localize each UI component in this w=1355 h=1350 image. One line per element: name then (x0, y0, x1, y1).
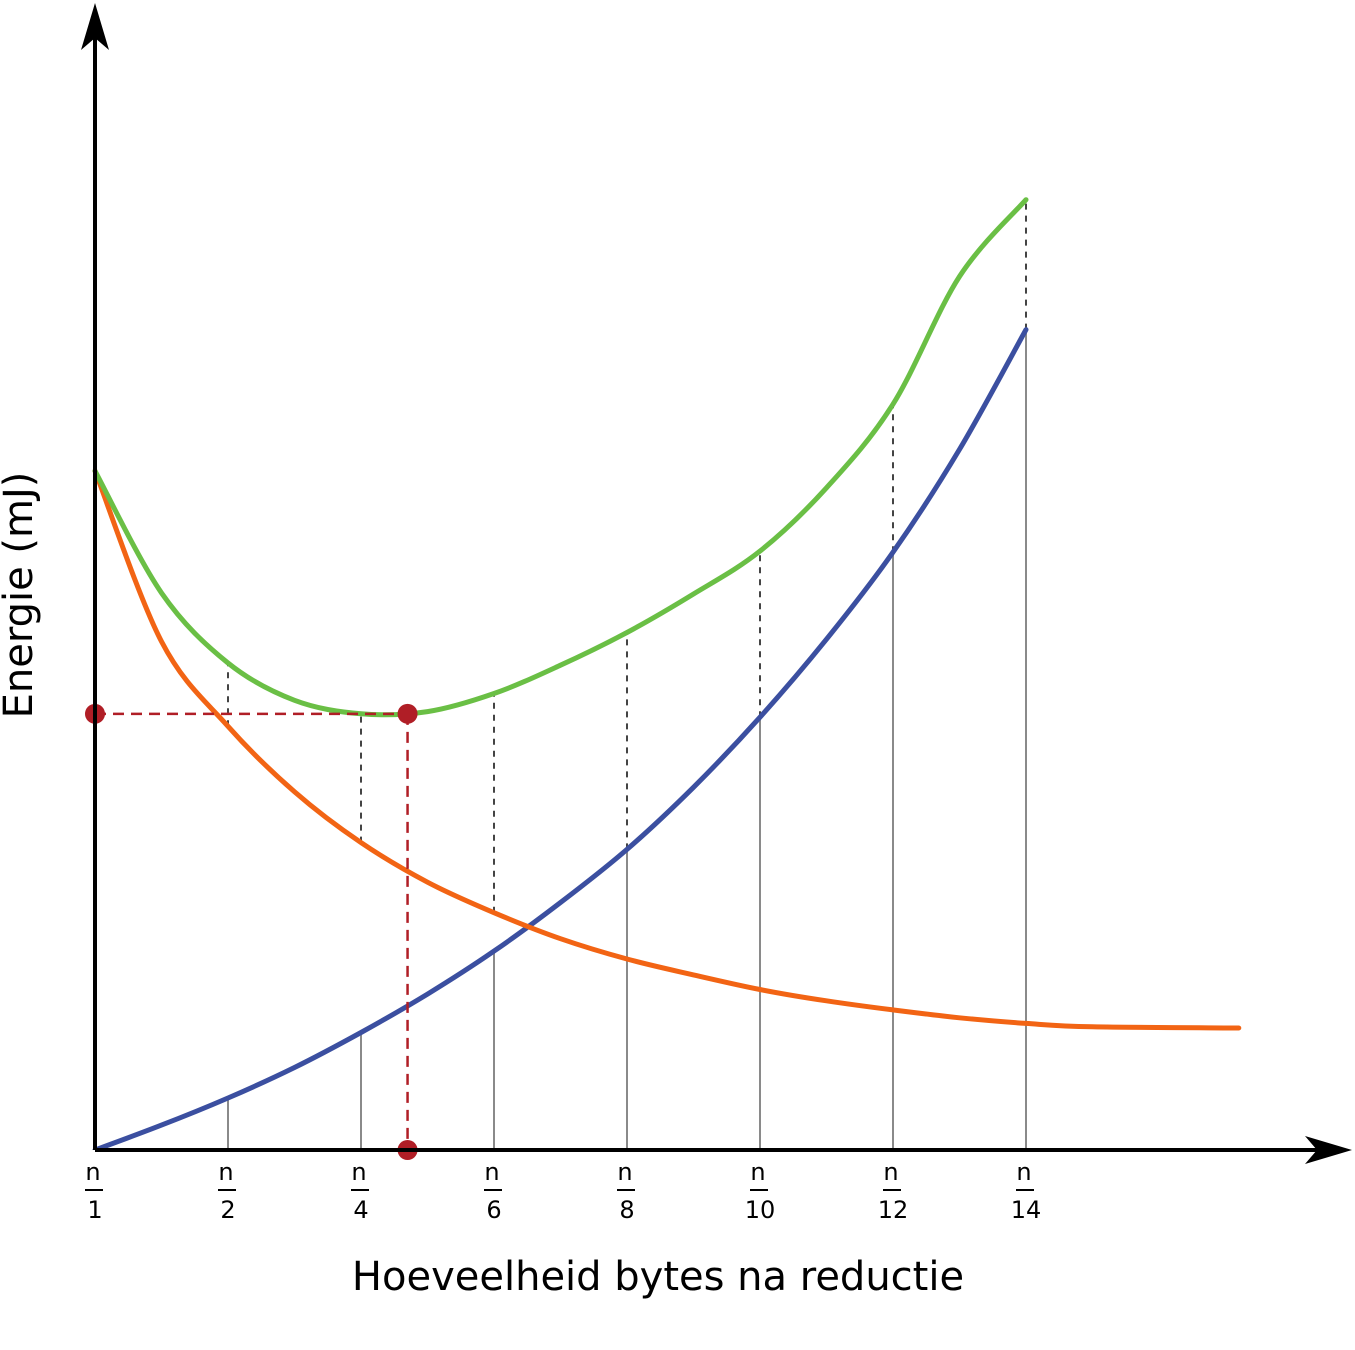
x-tick-denominator-4: 4 (353, 1196, 368, 1224)
y-axis-title: Energie (mJ) (0, 472, 42, 719)
x-tick-denominator-12: 12 (878, 1196, 909, 1224)
x-tick-denominator-10: 10 (745, 1196, 776, 1224)
x-tick-numerator-12: n (883, 1158, 898, 1186)
y-axis-arrow-icon (81, 3, 109, 50)
optimum-point (397, 703, 418, 724)
x-tick-denominator-8: 8 (619, 1196, 634, 1224)
x-tick-denominator-14: 14 (1011, 1196, 1042, 1224)
orange-series-line (92, 468, 1242, 1031)
series-lines (92, 197, 1242, 1150)
x-tick-denominator-2: 2 (220, 1196, 235, 1224)
x-tick-numerator-4: n (351, 1158, 366, 1186)
x-tick-numerator-8: n (617, 1158, 632, 1186)
x-axis-arrow-icon (1305, 1136, 1352, 1164)
x-axis-title: Hoeveelheid bytes na reductie (352, 1254, 964, 1300)
green-series-line (92, 197, 1029, 718)
axes (81, 3, 1352, 1164)
x-tick-labels: n 1 n 2 n 4 n 6 n 8 n 10 n 12 n 14 (85, 1158, 1041, 1224)
x-tick-denominator-1: 1 (87, 1196, 102, 1224)
optimum-markers (85, 703, 418, 1160)
x-tick-numerator-14: n (1016, 1158, 1031, 1186)
x-tick-numerator-1: n (85, 1158, 100, 1186)
x-tick-denominator-6: 6 (486, 1196, 501, 1224)
x-tick-numerator-10: n (750, 1158, 765, 1186)
guide-lines (227, 199, 1027, 1150)
blue-series-line (92, 327, 1029, 1150)
x-tick-numerator-2: n (218, 1158, 233, 1186)
x-tick-numerator-6: n (484, 1158, 499, 1186)
